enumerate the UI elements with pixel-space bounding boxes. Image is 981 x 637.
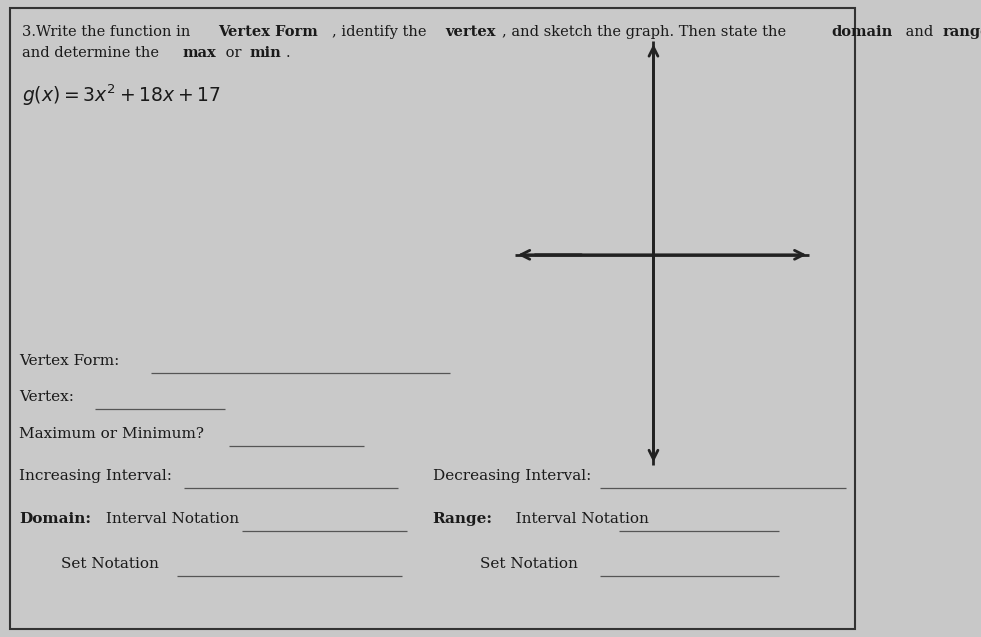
Text: Maximum or Minimum?: Maximum or Minimum? (19, 427, 204, 441)
Text: and: and (901, 25, 938, 39)
Text: Range:: Range: (433, 512, 492, 526)
Text: min: min (250, 46, 282, 60)
Text: range: range (943, 25, 981, 39)
Text: 3.Write the function in: 3.Write the function in (22, 25, 194, 39)
Text: domain: domain (831, 25, 893, 39)
Text: Decreasing Interval:: Decreasing Interval: (433, 469, 592, 483)
Text: Interval Notation: Interval Notation (101, 512, 239, 526)
Text: Set Notation: Set Notation (481, 557, 578, 571)
Text: Vertex Form:: Vertex Form: (19, 354, 120, 368)
Text: max: max (182, 46, 217, 60)
Text: and determine the: and determine the (22, 46, 163, 60)
Text: vertex: vertex (445, 25, 495, 39)
Text: , identify the: , identify the (333, 25, 432, 39)
FancyBboxPatch shape (11, 8, 855, 629)
Text: .: . (286, 46, 290, 60)
Text: Domain:: Domain: (19, 512, 91, 526)
Text: $g(x) = 3x^2 + 18x + 17$: $g(x) = 3x^2 + 18x + 17$ (22, 83, 221, 108)
Text: Vertex Form: Vertex Form (219, 25, 319, 39)
Text: Set Notation: Set Notation (61, 557, 159, 571)
Text: , and sketch the graph. Then state the: , and sketch the graph. Then state the (502, 25, 792, 39)
Text: or: or (222, 46, 246, 60)
Text: Interval Notation: Interval Notation (501, 512, 649, 526)
Text: Increasing Interval:: Increasing Interval: (19, 469, 172, 483)
Text: Vertex:: Vertex: (19, 390, 74, 404)
